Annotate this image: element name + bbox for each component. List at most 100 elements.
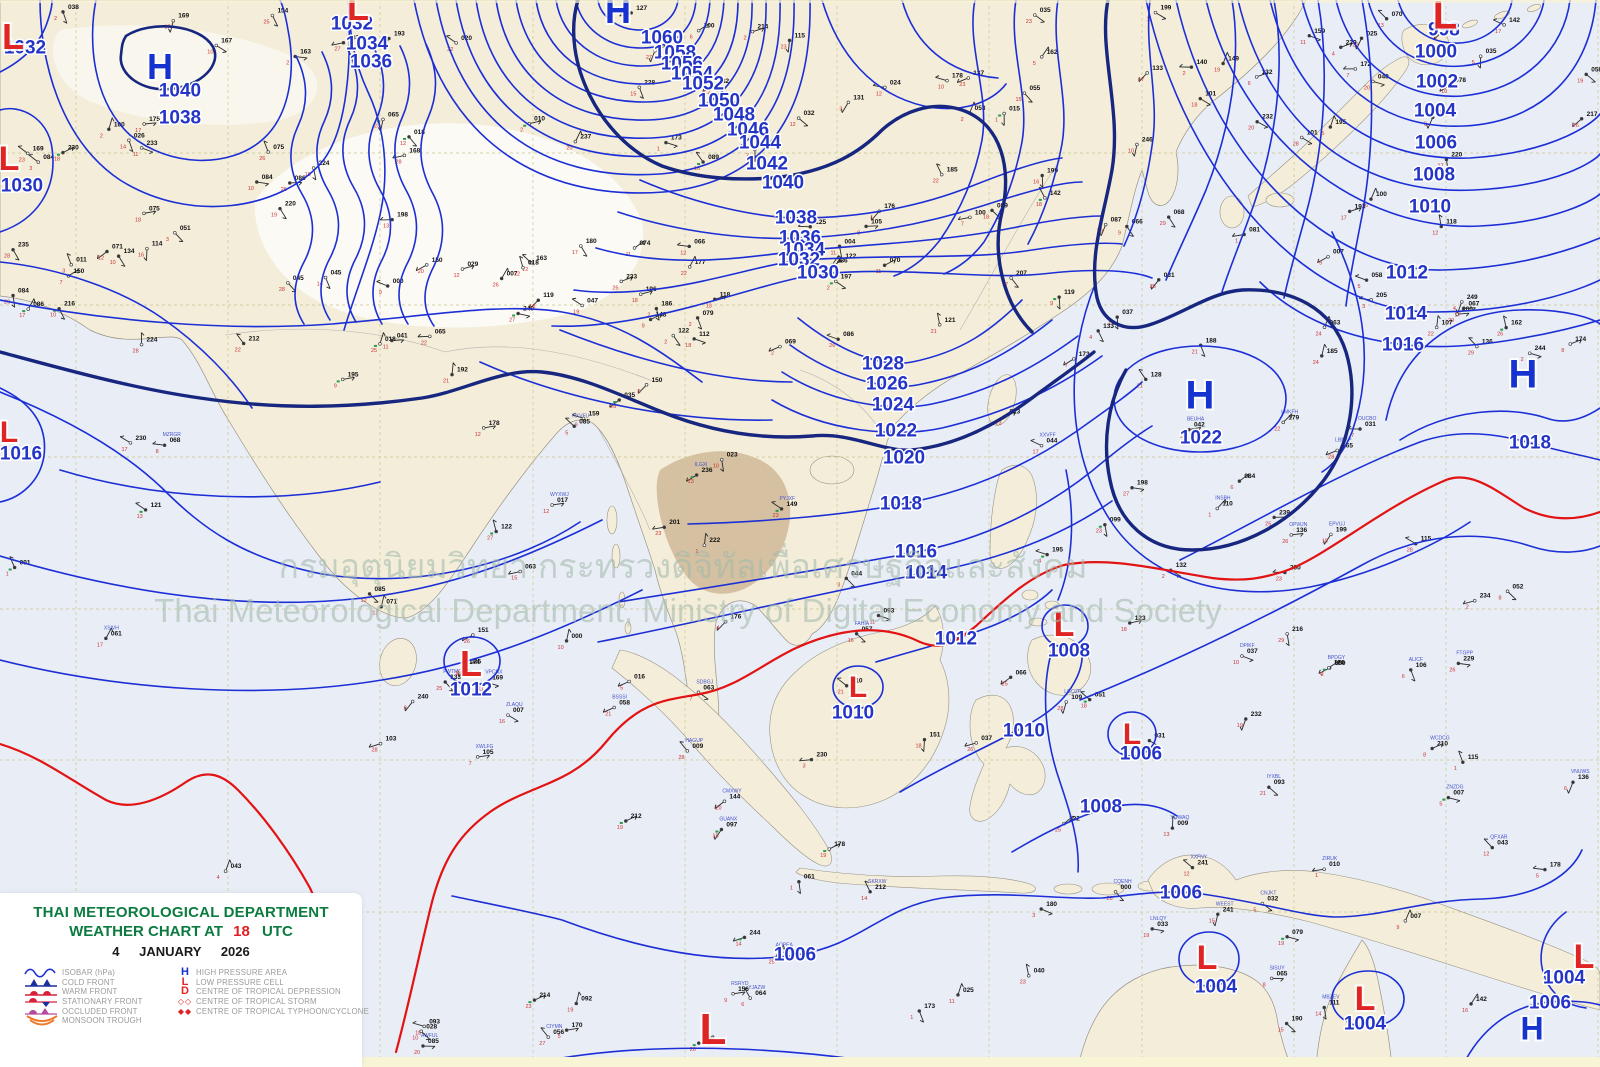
svg-text:28: 28 bbox=[4, 254, 10, 260]
svg-text:ILGXI: ILGXI bbox=[695, 462, 708, 468]
station-plot: 052 8 bbox=[1499, 583, 1524, 601]
svg-text:010: 010 bbox=[852, 678, 863, 685]
svg-text:29: 29 bbox=[1278, 638, 1284, 644]
svg-text:064: 064 bbox=[755, 990, 766, 997]
frame-strip-top bbox=[0, 0, 1600, 3]
svg-text:FWTMG: FWTMG bbox=[443, 669, 462, 675]
station-plot: 071 17 bbox=[372, 594, 398, 617]
svg-text:016: 016 bbox=[634, 673, 645, 680]
svg-text:26: 26 bbox=[1282, 539, 1288, 545]
isobar-label: 1016 bbox=[1382, 335, 1424, 356]
svg-text:VPCNX: VPCNX bbox=[485, 669, 503, 675]
svg-text:198: 198 bbox=[397, 212, 408, 219]
isobar-label: 1008 bbox=[1080, 797, 1122, 818]
station-plot: 178 10 bbox=[935, 73, 963, 91]
station-plot: 084 20 bbox=[4, 287, 29, 308]
isobar-label: 1010 bbox=[832, 703, 874, 724]
svg-text:150: 150 bbox=[432, 257, 443, 264]
svg-text:174: 174 bbox=[1575, 336, 1586, 343]
isobar-bold-h1040 bbox=[119, 25, 217, 91]
station-plot: 142 16 bbox=[1462, 993, 1487, 1014]
svg-text:4: 4 bbox=[1453, 306, 1456, 312]
svg-text:ALICF: ALICF bbox=[1409, 657, 1423, 663]
station-plot: 177 22 bbox=[681, 255, 706, 277]
station-plot: 043 12 QFXAR bbox=[1483, 835, 1508, 858]
svg-text:5: 5 bbox=[1472, 60, 1475, 66]
station-plot: 115 23 bbox=[781, 32, 805, 53]
svg-text:149: 149 bbox=[787, 501, 798, 508]
svg-text:178: 178 bbox=[834, 841, 845, 848]
svg-text:093: 093 bbox=[429, 1018, 440, 1025]
svg-text:22: 22 bbox=[421, 340, 427, 346]
svg-text:097: 097 bbox=[726, 822, 737, 829]
svg-text:24: 24 bbox=[1313, 360, 1319, 366]
station-plot: 086 26 bbox=[826, 331, 854, 349]
station-plot: 190 15 bbox=[1278, 1016, 1303, 1034]
station-plot: 185 24 bbox=[1313, 343, 1338, 366]
svg-text:17: 17 bbox=[121, 447, 127, 453]
legend-item-stationary-front: STATIONARY FRONT bbox=[24, 997, 174, 1008]
svg-text:17: 17 bbox=[1138, 77, 1144, 83]
station-plot: 182 12 bbox=[702, 78, 730, 96]
svg-text:100: 100 bbox=[1438, 109, 1449, 116]
low-pressure-marker: L bbox=[1433, 0, 1457, 37]
station-plot: 199 16 bbox=[1033, 167, 1058, 188]
trough-main bbox=[394, 476, 1600, 1054]
station-plot: 169 17 bbox=[164, 13, 190, 33]
station-plot: 037 10 DPIKF bbox=[1233, 643, 1258, 666]
svg-text:2: 2 bbox=[1162, 574, 1165, 580]
svg-text:195: 195 bbox=[1052, 547, 1063, 554]
low-pressure-marker: L bbox=[1574, 938, 1595, 976]
svg-text:133: 133 bbox=[450, 674, 461, 681]
svg-text:128: 128 bbox=[1151, 371, 1162, 378]
svg-text:27: 27 bbox=[1123, 492, 1129, 498]
svg-text:26: 26 bbox=[464, 639, 470, 645]
svg-text:1: 1 bbox=[657, 147, 660, 153]
svg-text:233: 233 bbox=[626, 273, 637, 280]
svg-text:VNUWS: VNUWS bbox=[1571, 769, 1590, 775]
svg-text:15: 15 bbox=[712, 834, 718, 840]
svg-text:068: 068 bbox=[1174, 209, 1185, 216]
svg-text:ZLAQU: ZLAQU bbox=[506, 702, 523, 708]
svg-text:165: 165 bbox=[1342, 442, 1353, 449]
isobar-label: 1054 bbox=[671, 64, 714, 85]
svg-text:11: 11 bbox=[455, 671, 461, 677]
svg-text:12: 12 bbox=[790, 122, 796, 128]
svg-text:28: 28 bbox=[678, 755, 684, 761]
svg-text:17: 17 bbox=[1341, 215, 1347, 221]
svg-text:20: 20 bbox=[4, 299, 10, 305]
svg-text:033: 033 bbox=[1157, 921, 1168, 928]
svg-text:17: 17 bbox=[1455, 313, 1461, 319]
svg-text:066: 066 bbox=[694, 238, 705, 245]
svg-text:015: 015 bbox=[1009, 106, 1020, 113]
svg-text:12: 12 bbox=[1483, 852, 1489, 858]
svg-text:LMKFH: LMKFH bbox=[1281, 409, 1298, 415]
svg-text:079: 079 bbox=[703, 310, 714, 317]
high-pressure-marker: H bbox=[1186, 373, 1215, 417]
svg-text:26: 26 bbox=[829, 343, 835, 349]
station-plot: 234 2 bbox=[1462, 593, 1491, 611]
station-plot: 043 4 bbox=[217, 859, 242, 881]
station-plot: 000 9 bbox=[376, 278, 404, 296]
svg-text:3: 3 bbox=[166, 237, 169, 243]
svg-text:13: 13 bbox=[137, 514, 143, 520]
svg-text:12: 12 bbox=[543, 509, 549, 515]
agency-title: THAI METEOROLOGICAL DEPARTMENT bbox=[33, 904, 329, 921]
svg-text:17: 17 bbox=[19, 313, 25, 319]
svg-text:043: 043 bbox=[231, 863, 242, 870]
station-plot: 070 13 bbox=[1378, 9, 1403, 29]
svg-text:1: 1 bbox=[6, 572, 9, 578]
svg-text:101: 101 bbox=[1205, 91, 1216, 98]
station-plot: 025 11 bbox=[949, 983, 974, 1005]
svg-text:037: 037 bbox=[1122, 309, 1133, 316]
svg-text:BSSSI: BSSSI bbox=[612, 695, 627, 701]
svg-text:20: 20 bbox=[1364, 85, 1370, 91]
svg-text:DPIKF: DPIKF bbox=[1240, 643, 1255, 649]
svg-text:ZNZDG: ZNZDG bbox=[1446, 785, 1463, 791]
station-plot: 041 11 bbox=[383, 332, 408, 350]
svg-text:063: 063 bbox=[1329, 319, 1340, 326]
